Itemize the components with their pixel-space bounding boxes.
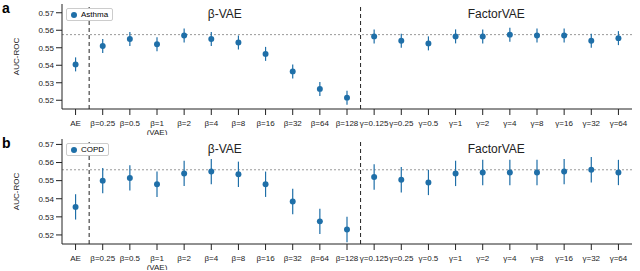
svg-text:0.54: 0.54 (38, 61, 54, 70)
svg-text:FactorVAE: FactorVAE (468, 7, 525, 21)
svg-text:γ=2: γ=2 (476, 119, 490, 128)
svg-text:0.57: 0.57 (38, 140, 54, 149)
svg-text:0.56: 0.56 (38, 26, 54, 35)
svg-text:γ=0.5: γ=0.5 (419, 119, 439, 128)
svg-text:β=2: β=2 (177, 254, 191, 263)
svg-text:γ=32: γ=32 (582, 254, 600, 263)
svg-text:β=0.5: β=0.5 (120, 254, 141, 263)
svg-text:γ=0.125: γ=0.125 (360, 254, 389, 263)
svg-text:0.52: 0.52 (38, 96, 54, 105)
svg-text:β-VAE: β-VAE (208, 142, 242, 156)
svg-text:0.53: 0.53 (38, 213, 54, 222)
html-text:COPD: COPD (81, 145, 105, 154)
svg-text:β=8: β=8 (232, 119, 246, 128)
svg-text:0.53: 0.53 (38, 79, 54, 88)
svg-text:AE: AE (70, 254, 81, 263)
svg-text:γ=2: γ=2 (476, 254, 490, 263)
svg-text:γ=64: γ=64 (610, 119, 628, 128)
svg-text:β=128: β=128 (336, 254, 359, 263)
svg-text:γ=32: γ=32 (582, 119, 600, 128)
svg-text:γ=0.5: γ=0.5 (419, 254, 439, 263)
svg-text:0.55: 0.55 (38, 176, 54, 185)
svg-text:γ=8: γ=8 (530, 254, 544, 263)
svg-text:β=2: β=2 (177, 119, 191, 128)
svg-text:γ=0.25: γ=0.25 (389, 254, 414, 263)
svg-text:AE: AE (70, 119, 81, 128)
svg-text:0.57: 0.57 (38, 9, 54, 18)
svg-text:AUC-ROC: AUC-ROC (12, 173, 21, 211)
svg-text:0.55: 0.55 (38, 44, 54, 53)
svg-text:β=32: β=32 (284, 119, 303, 128)
svg-text:γ=16: γ=16 (555, 119, 573, 128)
svg-text:β=8: β=8 (232, 254, 246, 263)
svg-text:FactorVAE: FactorVAE (468, 142, 525, 156)
svg-text:β=4: β=4 (204, 119, 218, 128)
svg-text:γ=64: γ=64 (610, 254, 628, 263)
svg-text:β=0.25: β=0.25 (90, 254, 115, 263)
svg-text:β-VAE: β-VAE (208, 7, 242, 21)
svg-text:β=0.5: β=0.5 (120, 119, 141, 128)
html-text:a: a (2, 0, 10, 16)
svg-text:0.54: 0.54 (38, 195, 54, 204)
svg-text:γ=8: γ=8 (530, 119, 544, 128)
html-text:Asthma: Asthma (81, 10, 109, 19)
svg-text:γ=0.125: γ=0.125 (360, 119, 389, 128)
svg-text:β=64: β=64 (311, 254, 330, 263)
svg-text:AUC-ROC: AUC-ROC (12, 38, 21, 76)
html-text:b: b (2, 135, 11, 151)
svg-text:β=128: β=128 (336, 119, 359, 128)
svg-text:β=16: β=16 (256, 119, 275, 128)
svg-text:γ=16: γ=16 (555, 254, 573, 263)
svg-text:0.52: 0.52 (38, 231, 54, 240)
svg-text:γ=4: γ=4 (503, 254, 517, 263)
svg-text:β=4: β=4 (204, 254, 218, 263)
svg-text:β=16: β=16 (256, 254, 275, 263)
svg-text:β=1(VAE): β=1(VAE) (147, 254, 168, 270)
svg-text:β=1(VAE): β=1(VAE) (147, 119, 168, 135)
svg-text:β=0.25: β=0.25 (90, 119, 115, 128)
svg-text:γ=1: γ=1 (449, 119, 463, 128)
svg-text:γ=1: γ=1 (449, 254, 463, 263)
svg-text:0.56: 0.56 (38, 158, 54, 167)
svg-text:γ=4: γ=4 (503, 119, 517, 128)
svg-text:β=32: β=32 (284, 254, 303, 263)
svg-text:γ=0.25: γ=0.25 (389, 119, 414, 128)
svg-text:β=64: β=64 (311, 119, 330, 128)
